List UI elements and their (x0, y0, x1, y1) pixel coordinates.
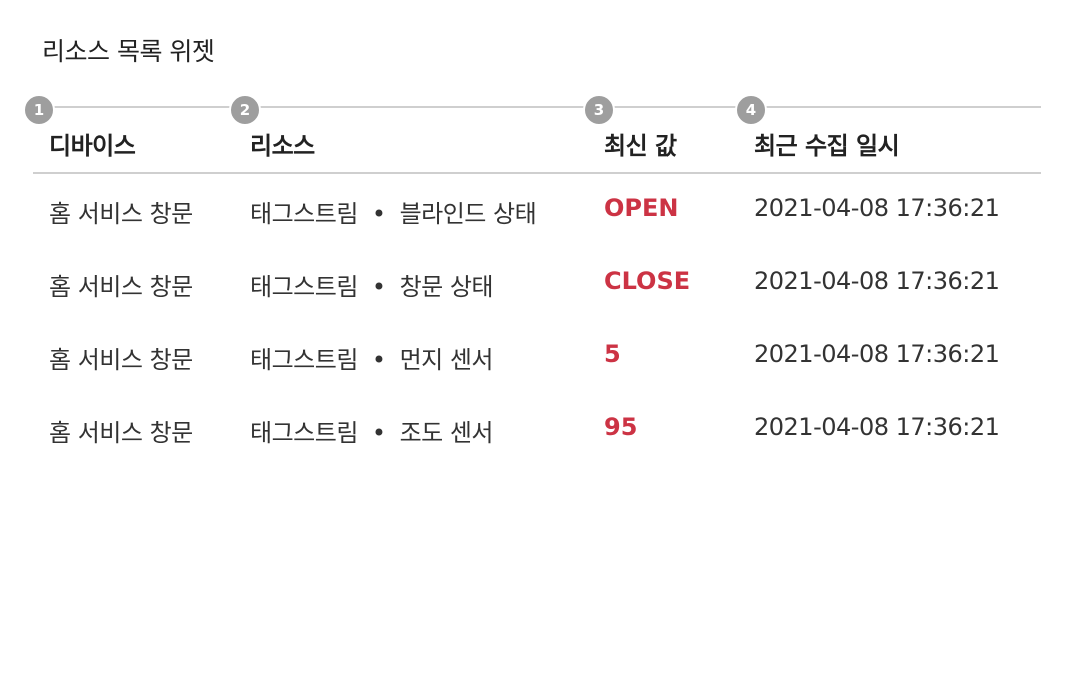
table-header: 1 2 3 4 디바이스 리소스 최신 값 최근 수집 일시 (23, 94, 1041, 174)
separator-dot: • (371, 346, 386, 374)
latest-value-cell: OPEN (604, 194, 679, 222)
column-marker-4: 4 (735, 94, 767, 126)
column-header-latest-value[interactable]: 최신 값 (604, 132, 677, 160)
collected-time-cell: 2021-04-08 17:36:21 (754, 413, 1000, 441)
resource-source: 태그스트림 (250, 419, 358, 447)
resource-source: 태그스트림 (250, 273, 358, 301)
resource-name: 조도 센서 (399, 419, 494, 447)
collected-time-cell: 2021-04-08 17:36:21 (754, 340, 1000, 368)
separator-dot: • (371, 419, 386, 447)
device-cell: 홈 서비스 창문 (49, 346, 193, 374)
resource-name: 먼지 센서 (399, 346, 494, 374)
latest-value-cell: 95 (604, 413, 638, 441)
resource-cell: 태그스트림 • 먼지 센서 (250, 340, 494, 375)
collected-time-cell: 2021-04-08 17:36:21 (754, 267, 1000, 295)
resource-source: 태그스트림 (250, 346, 358, 374)
column-header-resource[interactable]: 리소스 (250, 132, 315, 160)
latest-value-cell: CLOSE (604, 267, 691, 295)
resource-source: 태그스트림 (250, 200, 358, 228)
column-marker-3: 3 (583, 94, 615, 126)
column-marker-2: 2 (229, 94, 261, 126)
device-cell: 홈 서비스 창문 (49, 273, 193, 301)
resource-cell: 태그스트림 • 블라인드 상태 (250, 194, 537, 229)
widget-title: 리소스 목록 위젯 (42, 37, 215, 66)
latest-value-cell: 5 (604, 340, 621, 368)
resource-cell: 태그스트림 • 창문 상태 (250, 267, 494, 302)
table-row[interactable]: 홈 서비스 창문 태그스트림 • 먼지 센서 5 2021-04-08 17:36:… (33, 320, 1041, 393)
column-marker-1: 1 (23, 94, 55, 126)
separator-dot: • (371, 273, 386, 301)
collected-time-cell: 2021-04-08 17:36:21 (754, 194, 1000, 222)
resource-table: 1 2 3 4 디바이스 리소스 최신 값 최근 수집 일시 홈 서비스 창문 … (23, 94, 1041, 466)
separator-dot: • (371, 200, 386, 228)
device-cell: 홈 서비스 창문 (49, 419, 193, 447)
column-header-last-collected[interactable]: 최근 수집 일시 (754, 132, 900, 160)
resource-name: 블라인드 상태 (399, 200, 537, 228)
column-header-device[interactable]: 디바이스 (49, 132, 136, 160)
resource-name: 창문 상태 (399, 273, 494, 301)
resource-cell: 태그스트림 • 조도 센서 (250, 413, 494, 448)
table-row[interactable]: 홈 서비스 창문 태그스트림 • 조도 센서 95 2021-04-08 17:36… (33, 393, 1041, 466)
table-row[interactable]: 홈 서비스 창문 태그스트림 • 창문 상태 CLOSE 2021-04-08 17… (33, 247, 1041, 320)
table-row[interactable]: 홈 서비스 창문 태그스트림 • 블라인드 상태 OPEN 2021-04-08 1… (33, 174, 1041, 247)
device-cell: 홈 서비스 창문 (49, 200, 193, 228)
